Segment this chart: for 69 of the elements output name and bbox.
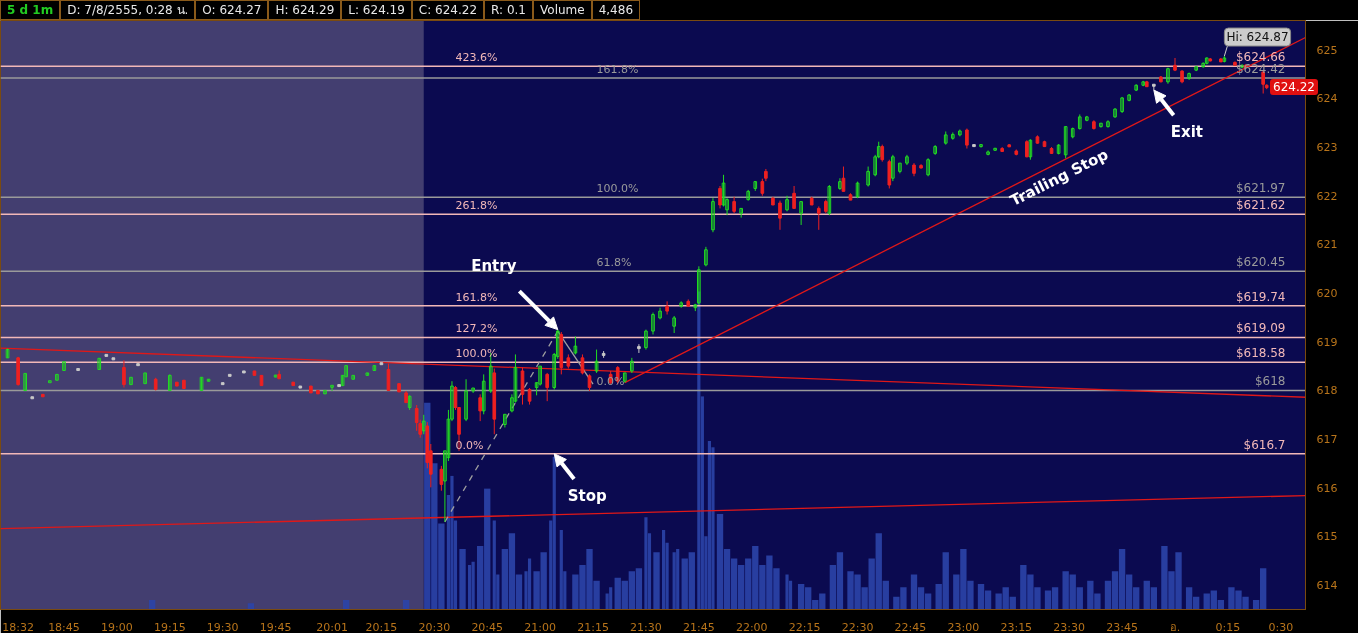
annotation: 0.0% <box>455 438 484 452</box>
x-tick-label: 19:30 <box>206 620 239 634</box>
chart-title: 5 d 1m <box>0 0 61 20</box>
x-tick-label: 19:15 <box>153 620 186 634</box>
annotation: 0.0% <box>596 375 625 389</box>
text: 4,486 <box>591 0 641 20</box>
y-tick-label: 616 <box>1316 481 1338 495</box>
y-tick-label: 622 <box>1316 189 1338 203</box>
y-tick-label: 625 <box>1316 43 1338 57</box>
ref-line-label: $616.7 <box>1243 437 1286 452</box>
annotation: 100.0% <box>455 347 498 361</box>
text: Volume <box>533 0 592 20</box>
annotation: 161.8% <box>596 62 639 76</box>
y-tick-label: 618 <box>1316 384 1338 398</box>
annotation: 624.22 <box>1273 79 1315 95</box>
y-tick-label: 615 <box>1316 530 1338 544</box>
x-tick-label: 23:30 <box>1053 620 1086 634</box>
annotation: Hi: 624.87 <box>1226 30 1289 45</box>
x-tick-label: 22:00 <box>735 620 768 634</box>
x-tick-label: 21:45 <box>683 620 715 634</box>
annotation: Entry <box>471 256 517 275</box>
x-tick-label: 21:30 <box>630 620 662 634</box>
x-tick-label: 20:01 <box>316 620 348 634</box>
text: D: 7/8/2555, 0:28 น. <box>60 0 196 20</box>
text: L: 624.19 <box>341 0 412 20</box>
ref-line-label: $619.74 <box>1235 289 1286 304</box>
x-tick-label: 23:15 <box>1000 620 1033 634</box>
x-tick-label: 0:30 <box>1268 620 1294 634</box>
annotation: 161.8% <box>455 290 498 304</box>
ref-line-label: $621.62 <box>1235 198 1286 213</box>
x-tick-label: 22:45 <box>894 620 927 634</box>
text: C: 624.22 <box>411 0 485 20</box>
text: O: 624.27 <box>195 0 269 20</box>
annotation: 423.6% <box>455 51 498 65</box>
text: H: 624.29 <box>268 0 342 20</box>
x-tick-label: 20:45 <box>471 620 504 634</box>
y-tick-label: 621 <box>1316 238 1338 252</box>
ref-line-label: $620.45 <box>1235 255 1286 270</box>
x-tick-label: 19:00 <box>101 620 133 634</box>
ref-line-label: $618.58 <box>1235 346 1286 361</box>
y-tick-label: 619 <box>1316 335 1338 349</box>
ref-line-label: $619.09 <box>1235 321 1286 336</box>
text: R: 0.1 <box>484 0 534 20</box>
y-tick-label: 614 <box>1316 579 1338 593</box>
x-tick-label: 21:00 <box>524 620 556 634</box>
y-tick-label: 623 <box>1316 141 1338 155</box>
x-tick-label: 22:15 <box>788 620 821 634</box>
annotation: 261.8% <box>455 199 498 213</box>
x-tick-label: 23:45 <box>1106 620 1138 634</box>
x-tick-label: 18:32 <box>2 620 34 634</box>
y-tick-label: 617 <box>1316 433 1338 447</box>
annotation: Exit <box>1170 123 1203 142</box>
ref-line-label: $621.97 <box>1235 181 1286 196</box>
y-tick-label: 624 <box>1316 92 1338 106</box>
x-tick-label: 19:45 <box>259 620 292 634</box>
x-tick-label: 18:45 <box>48 620 80 634</box>
y-tick-label: 620 <box>1316 287 1338 301</box>
x-tick-label: 22:30 <box>841 620 874 634</box>
ref-line-label: $618 <box>1254 374 1286 389</box>
x-tick-label: 20:30 <box>418 620 451 634</box>
annotation: Stop <box>567 486 608 505</box>
x-tick-label: 20:15 <box>365 620 398 634</box>
x-tick-label: 0:15 <box>1215 620 1241 634</box>
x-tick-label: 21:15 <box>577 620 609 634</box>
annotation: 127.2% <box>455 322 498 336</box>
x-tick-label: อ. <box>1169 620 1181 634</box>
x-tick-label: 23:00 <box>947 620 980 634</box>
annotation: 100.0% <box>596 182 639 196</box>
annotation: 61.8% <box>596 256 632 270</box>
